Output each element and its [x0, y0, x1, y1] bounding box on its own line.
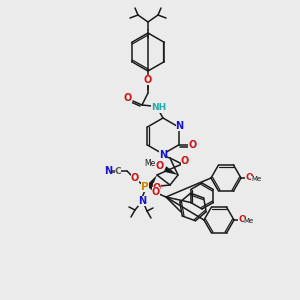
Text: N: N — [104, 166, 112, 176]
Text: N: N — [159, 150, 167, 160]
Text: O: O — [152, 187, 160, 197]
Text: NH: NH — [152, 103, 166, 112]
Text: O: O — [238, 215, 246, 224]
Text: O: O — [131, 173, 139, 183]
Text: O: O — [156, 161, 164, 171]
Text: O: O — [181, 156, 189, 166]
Text: Me: Me — [144, 160, 156, 169]
Text: O: O — [124, 93, 132, 103]
Text: O: O — [245, 173, 253, 182]
Text: O: O — [153, 183, 161, 193]
Text: P: P — [141, 182, 149, 192]
Polygon shape — [164, 166, 178, 175]
Text: N: N — [176, 121, 184, 131]
Text: N: N — [138, 196, 146, 206]
Text: O: O — [188, 140, 197, 150]
Text: O: O — [144, 75, 152, 85]
Polygon shape — [146, 175, 157, 189]
Text: C: C — [115, 167, 121, 176]
Text: Me: Me — [244, 218, 254, 224]
Text: Me: Me — [251, 176, 261, 182]
